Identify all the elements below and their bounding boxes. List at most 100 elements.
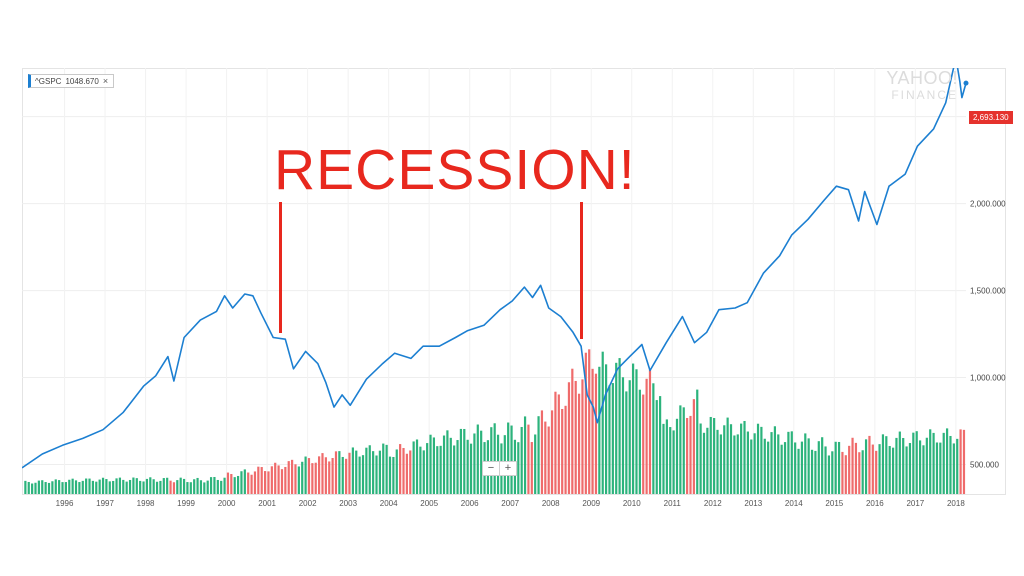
- volume-bar: [557, 394, 560, 494]
- volume-bar: [375, 455, 378, 494]
- volume-bar: [44, 482, 47, 494]
- volume-bar: [226, 472, 230, 494]
- volume-bar: [740, 423, 743, 494]
- volume-bar: [101, 477, 105, 494]
- volume-bar: [821, 437, 824, 494]
- volume-bar: [324, 457, 327, 494]
- volume-bar: [159, 480, 162, 494]
- volume-bar: [544, 421, 547, 494]
- volume-bar: [851, 437, 854, 494]
- x-tick-label: 1999: [177, 499, 195, 508]
- volume-bar: [743, 420, 746, 494]
- volume-bar: [908, 443, 912, 494]
- volume-bar: [817, 441, 820, 494]
- volume-bar: [392, 456, 395, 494]
- volume-bar: [621, 377, 625, 494]
- x-tick-label: 2005: [420, 499, 438, 508]
- volume-bar: [463, 428, 466, 494]
- volume-bar: [263, 471, 267, 494]
- volume-bar: [85, 478, 88, 494]
- volume-bar: [949, 435, 952, 494]
- volume-bar: [459, 428, 463, 494]
- volume-bar: [68, 479, 71, 494]
- volume-bar: [942, 432, 945, 494]
- y-tick-label: 1,000.000: [970, 374, 1006, 383]
- x-tick-label: 2014: [785, 499, 803, 508]
- volume-bar: [95, 481, 98, 494]
- volume-bar: [368, 445, 371, 494]
- volume-bar: [382, 443, 385, 494]
- volume-bar: [523, 416, 527, 494]
- volume-bar: [469, 443, 473, 494]
- volume-bar: [172, 482, 176, 494]
- x-tick-label: 2004: [380, 499, 398, 508]
- volume-bar: [466, 439, 469, 494]
- logo-line-1: YAHOO!: [886, 68, 958, 88]
- volume-bar: [257, 466, 260, 494]
- zoom-in-button[interactable]: +: [499, 462, 516, 475]
- volume-bar: [824, 446, 827, 494]
- volume-bar: [567, 382, 571, 494]
- volume-bar: [588, 349, 591, 494]
- volume-bar: [665, 419, 668, 494]
- volume-bar: [142, 481, 145, 494]
- volume-bar: [831, 451, 834, 494]
- zoom-out-button[interactable]: −: [487, 462, 495, 474]
- volume-bar: [848, 445, 851, 494]
- volume-bar: [297, 466, 300, 494]
- volume-bar: [331, 458, 334, 494]
- volume-bar: [868, 435, 871, 494]
- volume-bar: [810, 449, 814, 494]
- volume-bar: [449, 437, 452, 494]
- volume-bar: [800, 441, 804, 494]
- stock-chart[interactable]: 1996 1997 1998 1999 2000 2001 2002 2003 2004 2005…: [22, 68, 1013, 510]
- volume-bar: [787, 431, 790, 494]
- volume-bar: [510, 425, 513, 494]
- volume-bar: [719, 434, 722, 494]
- x-tick-label: 2016: [866, 499, 884, 508]
- volume-bar: [746, 431, 749, 494]
- volume-bar: [402, 448, 405, 494]
- volume-bar: [895, 437, 898, 494]
- volume-bar: [520, 426, 523, 494]
- volume-bar: [794, 442, 797, 494]
- volume-bar: [692, 399, 695, 494]
- volume-bar: [270, 466, 273, 494]
- volume-bar: [122, 479, 125, 494]
- volume-bar: [858, 452, 861, 494]
- volume-bar: [338, 451, 341, 494]
- x-tick-label: 2003: [339, 499, 357, 508]
- volume-bar: [419, 446, 422, 494]
- volume-bar: [345, 458, 348, 494]
- volume-bar: [608, 385, 611, 494]
- volume-bar: [233, 477, 236, 494]
- volume-bar: [723, 425, 726, 494]
- volume-bar: [642, 394, 645, 494]
- x-tick-label: 2009: [582, 499, 600, 508]
- volume-bar: [689, 415, 692, 494]
- volume-bar: [611, 383, 614, 494]
- volume-bar: [135, 478, 138, 494]
- x-tick-label: 2000: [218, 499, 236, 508]
- volume-bar: [601, 351, 604, 494]
- volume-bar: [439, 445, 442, 494]
- volume-bar: [790, 431, 793, 494]
- volume-bar: [659, 396, 662, 494]
- volume-bar: [733, 435, 736, 494]
- x-tick-label: 2012: [704, 499, 722, 508]
- volume-bar: [713, 418, 716, 494]
- chart-canvas[interactable]: 1996 1997 1998 1999 2000 2001 2002 2003 2004 2005…: [22, 68, 1006, 510]
- volume-bar: [635, 369, 638, 494]
- volume-bar: [351, 447, 354, 494]
- volume-bar: [706, 427, 709, 494]
- volume-bar: [628, 380, 631, 494]
- volume-bar: [429, 434, 432, 494]
- volume-bar: [959, 429, 962, 494]
- volume-bar: [321, 453, 324, 494]
- volume-bar: [196, 477, 199, 494]
- x-tick-label: 2015: [825, 499, 843, 508]
- yahoo-finance-logo: YAHOO! FINANCE: [886, 68, 958, 104]
- ticker-chip[interactable]: ^GSPC 1048.670 ×: [28, 74, 115, 88]
- volume-bar: [149, 477, 152, 494]
- close-icon[interactable]: ×: [102, 76, 109, 86]
